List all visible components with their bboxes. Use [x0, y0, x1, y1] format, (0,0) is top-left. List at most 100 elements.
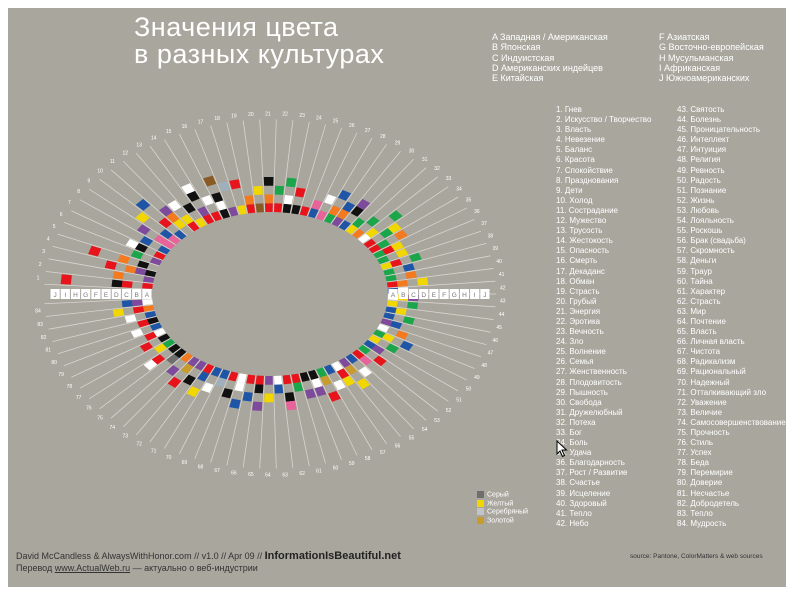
wheel-spoke	[194, 371, 232, 459]
wheel-cell	[153, 251, 166, 260]
wheel-cell	[255, 375, 264, 385]
wheel-spoke	[367, 196, 459, 249]
translation-link[interactable]: www.ActualWeb.ru	[54, 563, 131, 573]
legend-label: Золотой	[487, 516, 514, 524]
infographic-poster: 1 2 3 4 5 6 7 8 9 10 11 12 13 14 15 16 17 18 19 20 21 22 23 24 2…	[8, 8, 786, 587]
wheel-spoke	[357, 176, 438, 240]
wheel-cell	[342, 375, 356, 387]
wheel-cell	[385, 343, 399, 354]
wheel-spoke	[88, 342, 176, 400]
wheel-cell	[158, 217, 173, 229]
wheel-spoke	[344, 158, 414, 231]
culture-d: D Американских индейцев	[492, 62, 603, 73]
culture-letter-box	[439, 289, 449, 299]
culture-letter-label: E	[432, 292, 437, 299]
credit-version: // v1.0 // Apr 09 //	[191, 551, 265, 561]
wheel-cell	[395, 248, 409, 258]
meaning-item: 50. Радость	[677, 175, 721, 185]
meaning-item: 63. Мир	[677, 306, 706, 316]
culture-g: G Восточно-европейская	[659, 42, 764, 53]
meaning-item: 51. Познание	[677, 185, 727, 195]
wheel-cell	[203, 175, 217, 187]
meaning-item: 78. Беда	[677, 458, 709, 468]
wheel-cell	[304, 388, 317, 399]
culture-legend-left: A Западная / Американская B Японская C И…	[492, 32, 608, 83]
culture-letter-label: F	[442, 292, 446, 299]
slot-number-label: 32	[434, 166, 440, 172]
wheel-cell	[352, 349, 365, 360]
meaning-item: 42. Небо	[556, 518, 589, 528]
slot-number-label: 74	[110, 425, 116, 431]
credit-site-link[interactable]: InformationIsBeautiful.net	[264, 550, 401, 562]
wheel-cell	[254, 384, 264, 394]
wheel-cell	[328, 390, 341, 402]
slot-number-label: 4	[47, 236, 50, 242]
slot-number-label: 26	[349, 123, 355, 129]
wheel-spoke	[149, 145, 208, 225]
wheel-spoke	[63, 327, 163, 367]
wheel-cell	[284, 392, 295, 402]
wheel-cell	[338, 357, 351, 368]
wheel-cell	[264, 375, 273, 385]
meaning-item: 21. Энергия	[556, 306, 601, 316]
wheel-spoke	[44, 298, 153, 305]
wheel-cell	[282, 374, 292, 385]
culture-letter-box	[470, 289, 480, 299]
title-line-1: Значения цвета	[134, 12, 339, 42]
meaning-item: 13. Трусость	[556, 226, 603, 236]
wheel-cell	[201, 382, 214, 393]
meaning-item: 75. Прочность	[677, 428, 730, 437]
wheel-cell	[104, 260, 117, 270]
wheel-cell	[402, 316, 415, 325]
wheel-cell	[389, 258, 403, 268]
culture-h: H Мусульманская	[659, 52, 734, 63]
slot-number-label: 51	[456, 398, 462, 404]
meaning-item: 33. Бог	[556, 428, 582, 437]
wheel-cell	[134, 242, 148, 253]
wheel-cell	[388, 210, 403, 222]
slot-number-label: 2	[39, 262, 42, 268]
wheel-cell	[396, 280, 408, 287]
wheel-cell	[373, 355, 387, 367]
wheel-cell	[210, 366, 222, 377]
slot-number-label: 62	[299, 471, 305, 477]
wheel-cell	[137, 260, 150, 269]
wheel-cell	[382, 245, 395, 255]
wheel-spoke	[385, 255, 491, 277]
wheel-cell	[291, 373, 301, 384]
wheel-cell	[134, 267, 147, 276]
metallic-legend: Серый Желтый Серебряный Золотой	[477, 491, 528, 525]
slot-number-label: 18	[214, 116, 220, 122]
wheel-spoke	[306, 128, 342, 217]
wheel-cell	[336, 209, 350, 220]
slot-number-label: 36	[474, 209, 480, 215]
wheel-cell	[366, 216, 380, 227]
wheel-cell	[173, 229, 187, 240]
meaning-item: 59. Траур	[677, 266, 712, 276]
wheel-cell	[405, 270, 417, 279]
wheel-cell	[363, 339, 377, 350]
wheel-cell	[144, 269, 157, 277]
slot-number-label: 16	[182, 124, 188, 130]
wheel-cell	[373, 329, 386, 339]
wheel-spoke	[322, 366, 373, 451]
culture-letter-box	[111, 289, 121, 299]
wheel-cell	[253, 185, 263, 196]
slot-number-label: 67	[214, 468, 220, 474]
meaning-item: 28. Плодовитость	[556, 377, 622, 387]
meaning-item: 65. Власть	[677, 327, 717, 337]
meaning-item: 53. Любовь	[677, 205, 720, 215]
wheel-cell	[264, 203, 273, 213]
slot-number-label: 20	[248, 112, 254, 118]
slot-number-label: 39	[493, 246, 499, 252]
meaning-item: 15. Опасность	[556, 246, 610, 256]
wheel-cell	[342, 201, 356, 213]
culture-letter-box	[60, 289, 70, 299]
wheel-cell	[358, 233, 371, 244]
wheel-cell	[338, 220, 351, 231]
wheel-spoke	[242, 120, 257, 213]
wheel-spoke	[57, 233, 160, 267]
slot-number-label: 63	[282, 472, 288, 478]
wheel-cell	[237, 205, 247, 215]
